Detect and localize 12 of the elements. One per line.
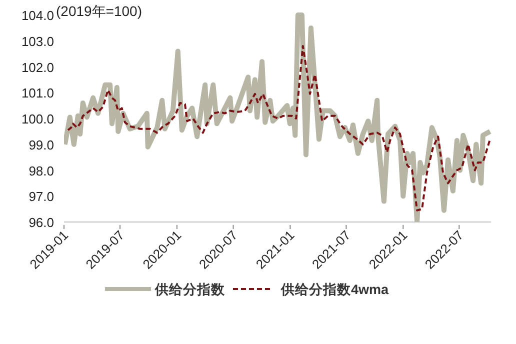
y-tick-label: 101.0 <box>21 86 54 101</box>
legend-label: 供给分指数 <box>154 282 226 297</box>
y-tick-label: 97.0 <box>28 189 54 204</box>
y-tick-label: 100.0 <box>21 112 54 126</box>
y-tick-label: 98.0 <box>28 163 54 178</box>
y-tick-label: 104.0 <box>21 8 54 23</box>
y-tick-label: 102.0 <box>21 60 54 75</box>
legend-label: 供给分指数4wma <box>280 282 390 297</box>
y-axis-title: (2019年=100) <box>56 3 142 19</box>
y-tick-label: 99.0 <box>28 137 54 152</box>
y-tick-label: 103.0 <box>21 34 54 49</box>
y-tick-label: 96.0 <box>28 215 54 230</box>
